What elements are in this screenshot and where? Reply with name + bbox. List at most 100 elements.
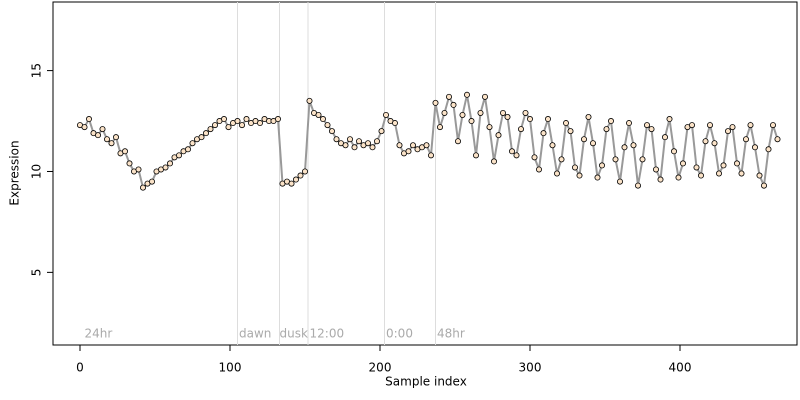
point [495, 132, 502, 139]
point [657, 176, 664, 183]
annotation: 48hr [437, 327, 465, 341]
point [653, 166, 660, 173]
point [486, 124, 493, 131]
point [639, 156, 646, 163]
point [427, 152, 434, 159]
y-tick-label: 10 [30, 164, 44, 179]
point [351, 144, 358, 151]
point [301, 168, 308, 175]
point [567, 128, 574, 135]
point [243, 116, 250, 123]
point [328, 128, 335, 135]
point [378, 128, 385, 135]
point [432, 99, 439, 106]
point [207, 126, 214, 133]
point [441, 109, 448, 116]
point [599, 162, 606, 169]
point [572, 164, 579, 171]
point [774, 136, 781, 143]
point [617, 178, 624, 185]
point [508, 148, 515, 155]
point [531, 154, 538, 161]
point [671, 148, 678, 155]
point [554, 170, 561, 177]
point [626, 120, 633, 127]
point [540, 130, 547, 137]
point [113, 134, 120, 141]
point [725, 128, 732, 135]
point [175, 152, 182, 159]
point [409, 142, 416, 149]
point [382, 111, 389, 118]
point [95, 132, 102, 139]
point [729, 124, 736, 131]
point [99, 126, 106, 133]
point [675, 174, 682, 181]
point [445, 93, 452, 100]
point [504, 114, 511, 121]
point [472, 152, 479, 159]
point [513, 152, 520, 159]
point [711, 140, 718, 147]
point [108, 140, 115, 147]
point [594, 174, 601, 181]
point [319, 116, 326, 123]
point [765, 146, 772, 153]
point [576, 172, 583, 179]
annotation: 0:00 [386, 327, 413, 341]
point [468, 118, 475, 125]
point [256, 120, 263, 127]
point [518, 126, 525, 133]
point [630, 142, 637, 149]
point [454, 138, 461, 145]
point [346, 136, 353, 143]
point [450, 101, 457, 108]
point [545, 116, 552, 123]
y-tick-label: 15 [30, 63, 44, 78]
point [148, 178, 155, 185]
point [752, 144, 759, 151]
point [315, 111, 322, 118]
point [481, 93, 488, 100]
point [234, 118, 241, 125]
point [621, 144, 628, 151]
point [166, 160, 173, 167]
annotation: dawn [239, 327, 271, 341]
plot-frame [52, 1, 798, 346]
x-tick-label: 400 [669, 361, 692, 375]
point [198, 134, 205, 141]
point [666, 116, 673, 123]
point [189, 140, 196, 147]
point [292, 176, 299, 183]
point [477, 109, 484, 116]
x-tick-label: 100 [219, 361, 242, 375]
point [680, 160, 687, 167]
point [747, 122, 754, 129]
point [581, 136, 588, 143]
point [463, 91, 470, 98]
point [635, 182, 642, 189]
point [369, 144, 376, 151]
point [459, 111, 466, 118]
point [81, 124, 88, 131]
point [689, 122, 696, 129]
point [693, 164, 700, 171]
point [720, 162, 727, 169]
point [743, 136, 750, 143]
point [522, 109, 529, 116]
point [274, 116, 281, 123]
point [702, 138, 709, 145]
point [86, 116, 93, 123]
point [238, 122, 245, 129]
point [423, 142, 430, 149]
point [126, 160, 133, 167]
point [734, 160, 741, 167]
annotation: 24hr [85, 327, 113, 341]
point [184, 146, 191, 153]
point [716, 170, 723, 177]
y-axis-label: Expression [8, 140, 22, 205]
x-tick-label: 300 [519, 361, 542, 375]
point [306, 97, 313, 104]
point [563, 120, 570, 127]
point [612, 156, 619, 163]
